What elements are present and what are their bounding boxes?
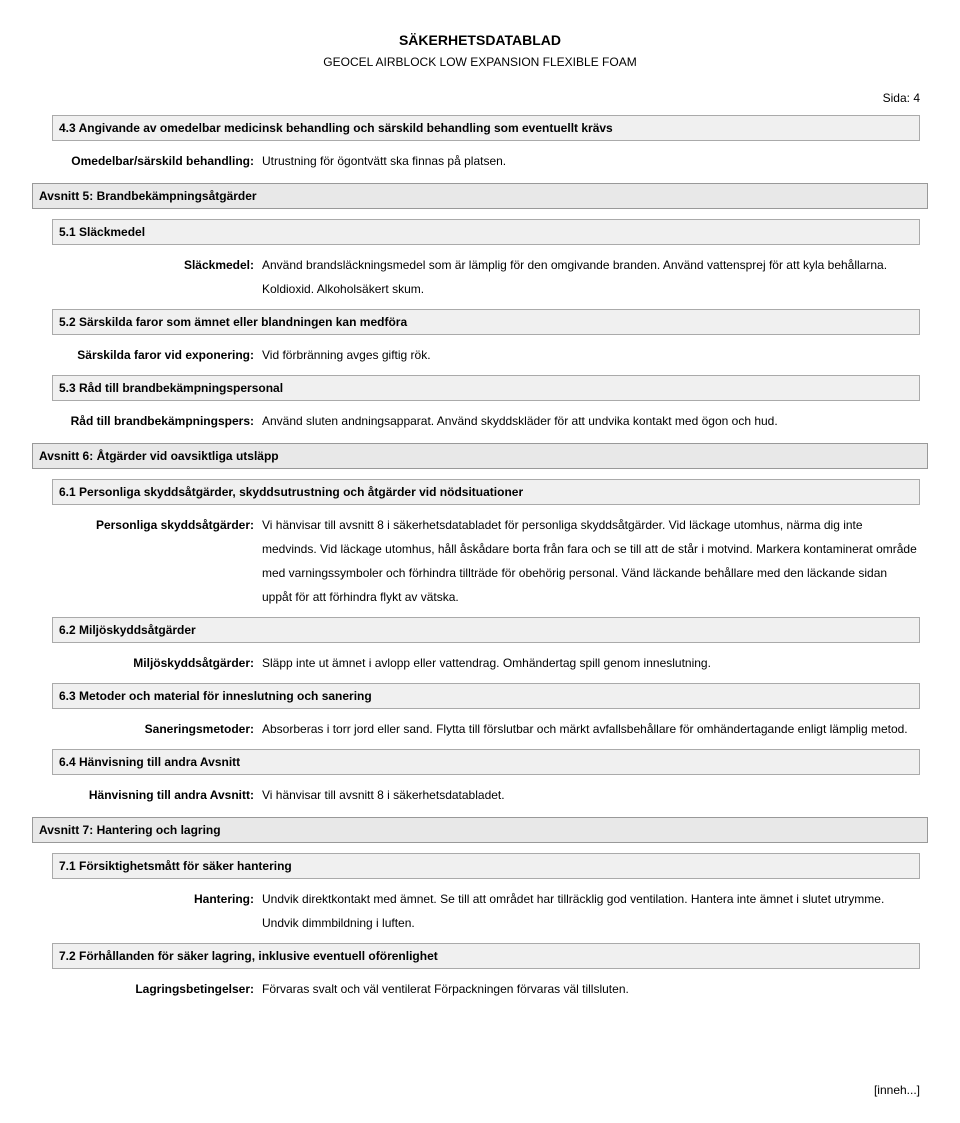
page-number: Sida: 4 [40,89,920,107]
section-5-2-bar: 5.2 Särskilda faror som ämnet eller blan… [52,309,920,335]
row-6-3: Saneringsmetoder: Absorberas i torr jord… [52,717,920,741]
page-num-value: 4 [913,91,920,105]
section-5-3-bar: 5.3 Råd till brandbekämpningspersonal [52,375,920,401]
label-5-2: Särskilda faror vid exponering: [52,343,262,367]
row-5-2: Särskilda faror vid exponering: Vid förb… [52,343,920,367]
value-4-3: Utrustning för ögontvätt ska finnas på p… [262,149,920,173]
label-6-1: Personliga skyddsåtgärder: [52,513,262,609]
row-5-1: Släckmedel: Använd brandsläckningsmedel … [52,253,920,301]
section-5-1-bar: 5.1 Släckmedel [52,219,920,245]
value-7-1: Undvik direktkontakt med ämnet. Se till … [262,887,920,935]
section-6-2-bar: 6.2 Miljöskyddsåtgärder [52,617,920,643]
section-6-1-bar: 6.1 Personliga skyddsåtgärder, skyddsutr… [52,479,920,505]
section-7-2-bar: 7.2 Förhållanden för säker lagring, inkl… [52,943,920,969]
value-5-1: Använd brandsläckningsmedel som är lämpl… [262,253,920,301]
label-6-3: Saneringsmetoder: [52,717,262,741]
section-7-1-bar: 7.1 Försiktighetsmått för säker hanterin… [52,853,920,879]
label-5-3: Råd till brandbekämpningspers: [52,409,262,433]
label-5-1: Släckmedel: [52,253,262,301]
value-7-2: Förvaras svalt och väl ventilerat Förpac… [262,977,920,1001]
row-5-3: Råd till brandbekämpningspers: Använd sl… [52,409,920,433]
footer-continuation: [inneh...] [40,1081,920,1099]
section-6-bar: Avsnitt 6: Åtgärder vid oavsiktliga utsl… [32,443,928,469]
value-6-2: Släpp inte ut ämnet i avlopp eller vatte… [262,651,920,675]
label-7-2: Lagringsbetingelser: [52,977,262,1001]
page-label: Sida: [883,91,910,105]
value-6-1: Vi hänvisar till avsnitt 8 i säkerhetsda… [262,513,920,609]
row-7-2: Lagringsbetingelser: Förvaras svalt och … [52,977,920,1001]
doc-title: SÄKERHETSDATABLAD [40,30,920,51]
label-6-4: Hänvisning till andra Avsnitt: [52,783,262,807]
document-header: SÄKERHETSDATABLAD GEOCEL AIRBLOCK LOW EX… [40,30,920,71]
section-7-bar: Avsnitt 7: Hantering och lagring [32,817,928,843]
section-6-4-bar: 6.4 Hänvisning till andra Avsnitt [52,749,920,775]
label-6-2: Miljöskyddsåtgärder: [52,651,262,675]
value-6-3: Absorberas i torr jord eller sand. Flytt… [262,717,920,741]
section-5-bar: Avsnitt 5: Brandbekämpningsåtgärder [32,183,928,209]
row-4-3: Omedelbar/särskild behandling: Utrustnin… [52,149,920,173]
section-4-3-bar: 4.3 Angivande av omedelbar medicinsk beh… [52,115,920,141]
value-5-2: Vid förbränning avges giftig rök. [262,343,920,367]
row-6-1: Personliga skyddsåtgärder: Vi hänvisar t… [52,513,920,609]
row-7-1: Hantering: Undvik direktkontakt med ämne… [52,887,920,935]
doc-subtitle: GEOCEL AIRBLOCK LOW EXPANSION FLEXIBLE F… [40,53,920,71]
label-4-3: Omedelbar/särskild behandling: [52,149,262,173]
section-6-3-bar: 6.3 Metoder och material för inneslutnin… [52,683,920,709]
label-7-1: Hantering: [52,887,262,935]
value-5-3: Använd sluten andningsapparat. Använd sk… [262,409,920,433]
value-6-4: Vi hänvisar till avsnitt 8 i säkerhetsda… [262,783,920,807]
row-6-4: Hänvisning till andra Avsnitt: Vi hänvis… [52,783,920,807]
row-6-2: Miljöskyddsåtgärder: Släpp inte ut ämnet… [52,651,920,675]
